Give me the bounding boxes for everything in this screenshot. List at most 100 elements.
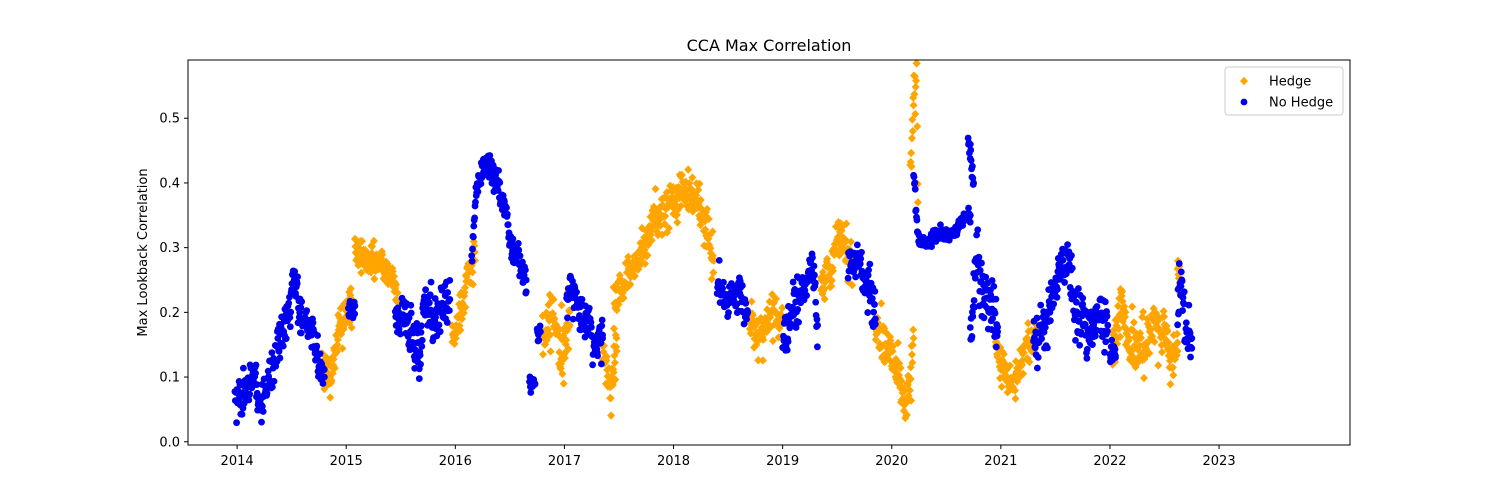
data-point [998,356,1007,365]
data-point [886,336,895,345]
data-point [547,313,555,322]
data-point [470,247,479,257]
data-point [396,330,404,338]
data-point [1178,277,1186,285]
data-point [969,313,977,320]
data-point [378,250,387,259]
data-point [246,390,254,398]
data-point [886,357,895,366]
data-point [905,386,914,395]
data-point [1019,348,1028,358]
data-point [813,315,821,323]
data-point [285,299,293,307]
data-point [417,328,425,336]
data-point [687,184,696,194]
data-point [624,252,633,262]
data-point [351,242,360,251]
data-point [252,369,259,377]
data-point [829,266,837,276]
data-point [619,293,628,303]
data-point [539,350,548,359]
data-point [646,212,655,222]
data-point [1089,341,1096,349]
data-point [336,304,345,313]
data-point [371,266,380,276]
data-point [968,332,976,340]
data-point [937,221,944,229]
data-point [871,335,880,344]
data-point [333,335,342,344]
data-point [768,336,777,346]
data-point [966,140,974,148]
data-point [1168,363,1177,372]
data-point [640,245,649,255]
data-point [852,273,860,281]
data-point [973,231,980,239]
data-point [912,206,920,214]
data-point [422,286,430,294]
data-point [536,322,544,330]
data-point [719,285,727,292]
data-point [640,233,649,242]
data-point [895,374,904,383]
data-point [992,343,1000,351]
data-point [809,254,816,262]
data-point [1072,298,1080,306]
y-tick-label: 0.0 [159,435,180,450]
data-point [516,252,524,260]
data-point [1079,294,1087,302]
data-point [1006,361,1014,370]
data-point [1116,332,1125,341]
data-point [660,219,669,229]
data-point [347,323,356,332]
data-point [994,328,1001,336]
data-point [907,134,916,143]
data-point [550,314,559,323]
data-point [1034,353,1042,361]
data-point [827,281,836,291]
data-point [296,309,304,317]
y-tick-label: 0.5 [159,112,180,127]
data-point [313,342,321,350]
data-point [564,314,571,322]
data-point [392,280,401,289]
data-point [725,309,732,317]
data-point [1173,329,1182,339]
data-point [1158,347,1166,357]
data-point [418,336,426,344]
data-point [503,210,511,218]
data-point [460,288,469,297]
data-point [1129,318,1138,327]
data-point [316,350,324,358]
data-point [698,205,707,214]
x-tick-label: 2022 [1093,454,1126,469]
data-point [967,146,975,154]
data-point [898,383,907,392]
data-point [444,289,452,296]
data-point [908,115,917,124]
data-point [1174,321,1182,329]
data-point [703,204,712,214]
y-tick-label: 0.4 [159,176,180,191]
data-point [874,327,883,336]
data-point [468,252,476,259]
data-point [503,204,510,212]
data-point [966,324,974,331]
data-point [836,230,845,240]
data-point [462,272,471,281]
data-point [275,347,283,355]
data-point [460,283,469,292]
data-point [1011,394,1020,403]
data-point [1177,268,1185,276]
data-point [614,284,623,293]
data-point [974,226,982,234]
data-point [361,246,370,255]
data-point [369,236,378,246]
data-point [906,157,915,167]
data-point [784,338,792,345]
data-point [546,347,555,356]
data-point [688,173,697,182]
data-point [966,211,974,219]
legend-marker [1240,76,1248,86]
data-point [239,364,247,372]
